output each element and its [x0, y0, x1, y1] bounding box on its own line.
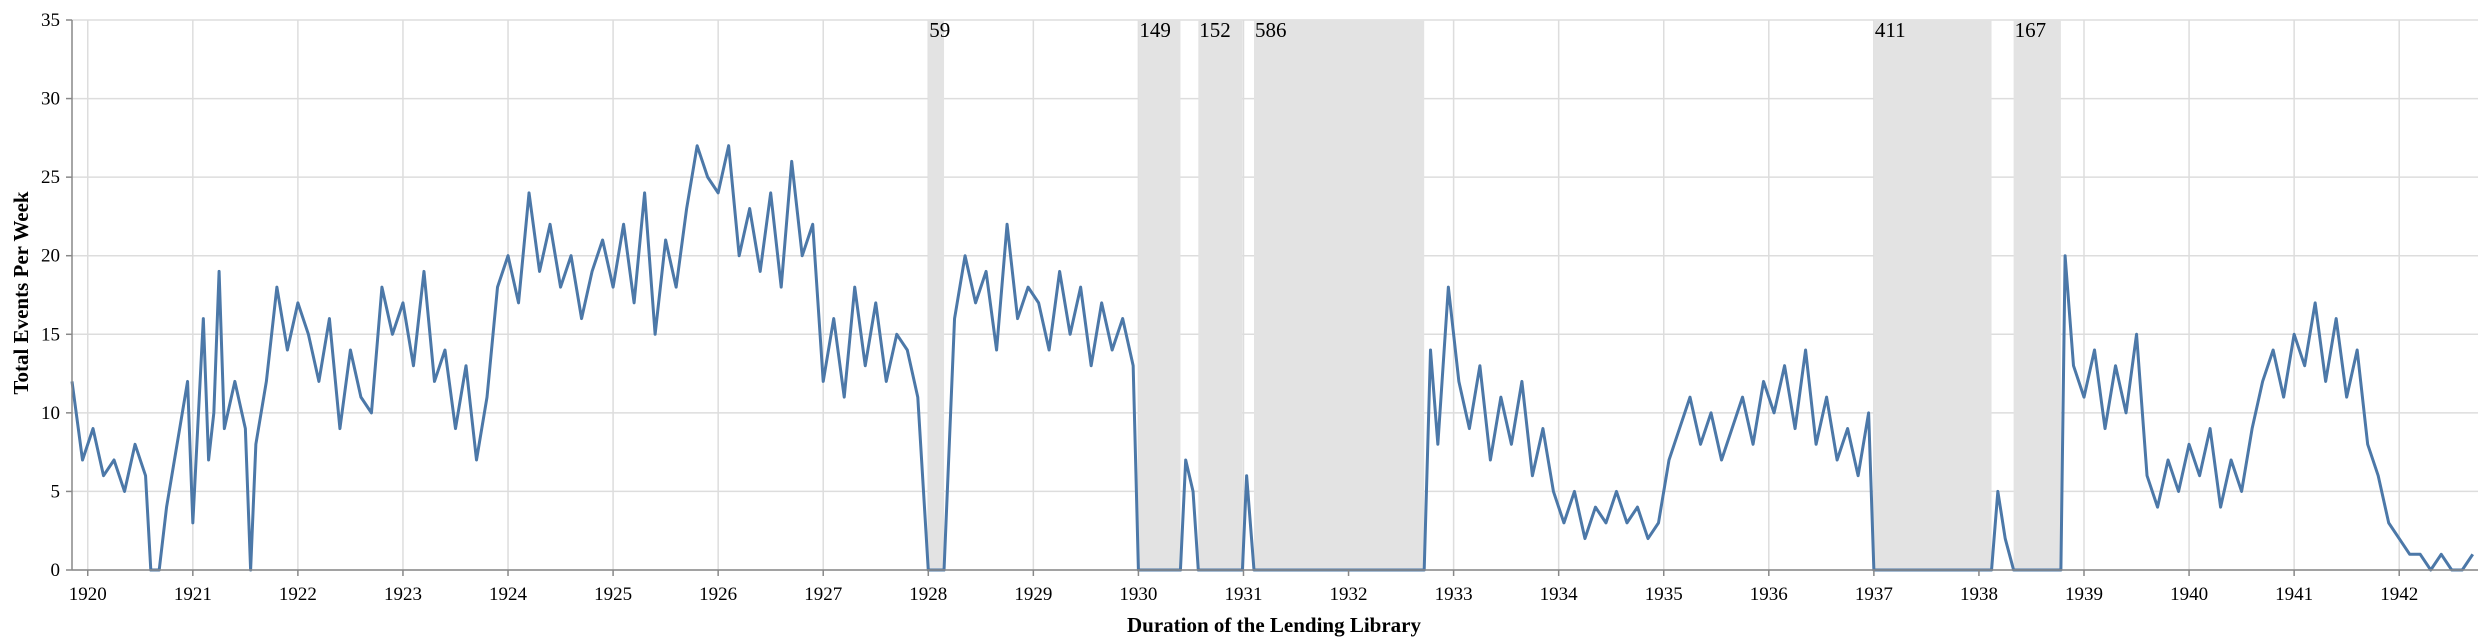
- x-tick-label: 1929: [1014, 584, 1052, 605]
- x-tick-label: 1920: [69, 584, 107, 605]
- x-tick-label: 1939: [2065, 584, 2103, 605]
- y-tick-label: 5: [51, 481, 61, 502]
- gap-band: [1198, 20, 1243, 570]
- gap-label: 152: [1199, 18, 1231, 42]
- y-tick-label: 30: [41, 89, 60, 110]
- x-tick-label: 1925: [594, 584, 632, 605]
- axes: [66, 19, 2478, 576]
- y-tick-label: 0: [51, 560, 61, 581]
- tick-labels: 0 5 10 15 20 25 30 35 1920 1921 1922 1923 1924 1925 19…: [41, 10, 2418, 605]
- gap-bands: 59 149 152 586 411 167: [928, 18, 2061, 570]
- y-tick-label: 20: [41, 246, 60, 267]
- x-tick-label: 1926: [699, 584, 737, 605]
- x-tick-label: 1930: [1119, 584, 1157, 605]
- x-tick-label: 1936: [1750, 584, 1788, 605]
- gap-label: 586: [1255, 18, 1287, 42]
- x-tick-label: 1941: [2275, 584, 2313, 605]
- x-tick-label: 1938: [1960, 584, 1998, 605]
- x-tick-label: 1940: [2170, 584, 2208, 605]
- x-axis-label: Duration of the Lending Library: [1127, 613, 1422, 637]
- x-tick-label: 1927: [804, 584, 842, 605]
- x-tick-label: 1921: [174, 584, 212, 605]
- y-tick-label: 10: [41, 403, 60, 424]
- y-axis-label: Total Events Per Week: [9, 191, 33, 395]
- y-tick-label: 25: [41, 167, 60, 188]
- x-tick-label: 1934: [1540, 584, 1579, 605]
- y-tick-label: 15: [41, 324, 60, 345]
- x-tick-label: 1933: [1435, 584, 1473, 605]
- gap-band: [1138, 20, 1181, 570]
- x-tick-label: 1922: [279, 584, 317, 605]
- x-tick-label: 1932: [1330, 584, 1368, 605]
- gap-band: [2013, 20, 2061, 570]
- x-tick-label: 1931: [1224, 584, 1262, 605]
- y-tick-label: 35: [41, 10, 60, 31]
- series-line: [70, 144, 2474, 572]
- gap-label: 167: [2015, 18, 2047, 42]
- x-tick-label: 1942: [2380, 584, 2418, 605]
- x-tick-label: 1923: [384, 584, 422, 605]
- x-tick-label: 1924: [489, 584, 528, 605]
- series-lines: [70, 144, 2474, 572]
- x-tick-label: 1928: [909, 584, 947, 605]
- x-tick-label: 1937: [1855, 584, 1893, 605]
- gap-band: [1253, 20, 1425, 570]
- gap-label: 59: [929, 18, 950, 42]
- gap-band: [928, 20, 945, 570]
- gap-label: 149: [1139, 18, 1171, 42]
- gap-label: 411: [1875, 18, 1906, 42]
- gap-band: [1873, 20, 1992, 570]
- x-tick-label: 1935: [1645, 584, 1683, 605]
